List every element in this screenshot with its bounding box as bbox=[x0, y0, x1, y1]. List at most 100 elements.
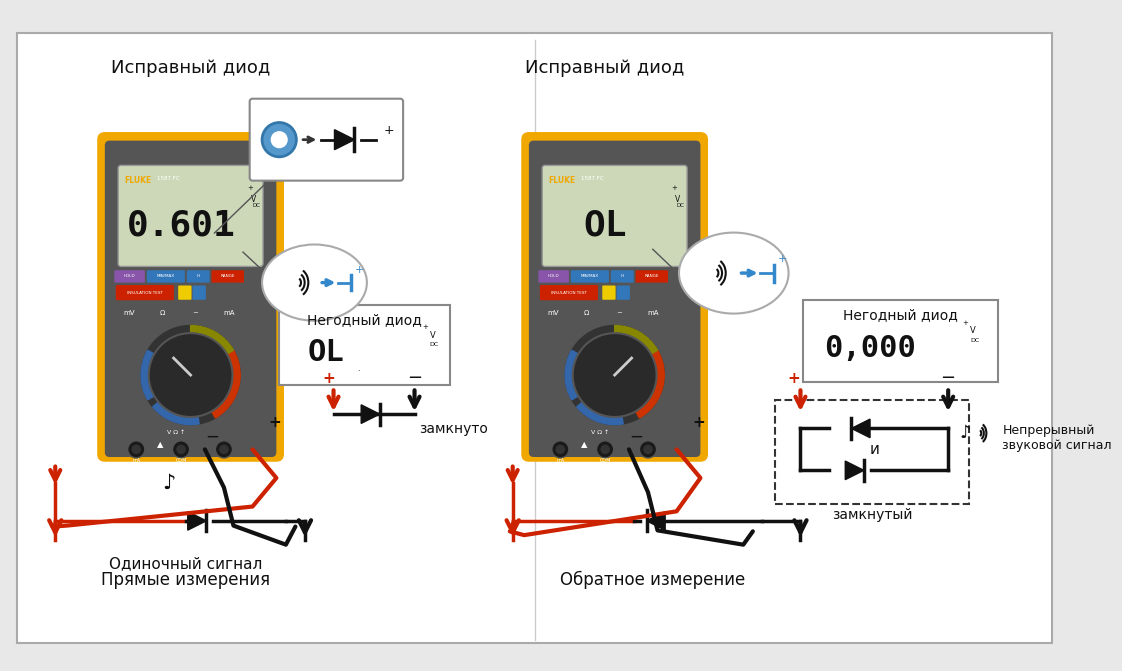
FancyBboxPatch shape bbox=[114, 270, 145, 282]
FancyBboxPatch shape bbox=[610, 270, 634, 282]
Circle shape bbox=[600, 445, 610, 454]
Text: DC: DC bbox=[252, 203, 260, 207]
Text: −: − bbox=[940, 368, 956, 386]
Polygon shape bbox=[845, 461, 864, 480]
Circle shape bbox=[141, 325, 240, 425]
Text: Ω: Ω bbox=[583, 310, 589, 316]
FancyBboxPatch shape bbox=[542, 165, 687, 266]
Circle shape bbox=[219, 445, 229, 454]
Text: ▲: ▲ bbox=[581, 440, 588, 449]
Polygon shape bbox=[361, 405, 379, 423]
Text: замкнуто: замкнуто bbox=[420, 422, 488, 436]
Text: ▲: ▲ bbox=[183, 440, 190, 449]
Text: V: V bbox=[250, 195, 256, 204]
Polygon shape bbox=[646, 511, 665, 530]
FancyBboxPatch shape bbox=[528, 141, 700, 457]
Text: mV: mV bbox=[123, 310, 135, 316]
Text: V: V bbox=[674, 195, 680, 204]
Text: mA: mA bbox=[223, 310, 234, 316]
Polygon shape bbox=[187, 511, 206, 530]
Text: 1587 FC: 1587 FC bbox=[581, 176, 604, 181]
Text: mA: mA bbox=[647, 310, 659, 316]
FancyBboxPatch shape bbox=[147, 270, 185, 282]
Polygon shape bbox=[334, 130, 355, 150]
Wedge shape bbox=[635, 375, 664, 418]
Text: ~: ~ bbox=[192, 310, 199, 316]
Text: Негодный диод: Негодный диод bbox=[843, 308, 958, 322]
Wedge shape bbox=[615, 325, 657, 355]
Text: +: + bbox=[692, 415, 706, 431]
Text: COM: COM bbox=[175, 458, 186, 463]
Text: RANGE: RANGE bbox=[644, 274, 659, 278]
FancyBboxPatch shape bbox=[104, 141, 276, 457]
Text: ♪: ♪ bbox=[162, 473, 175, 493]
Text: OL: OL bbox=[307, 338, 344, 366]
Text: V Ω ↑: V Ω ↑ bbox=[167, 430, 185, 435]
Circle shape bbox=[215, 441, 232, 458]
Text: mV: mV bbox=[546, 310, 559, 316]
Circle shape bbox=[173, 441, 190, 458]
Text: DC: DC bbox=[971, 338, 980, 343]
Text: +: + bbox=[322, 370, 334, 386]
Text: INSULATION TEST: INSULATION TEST bbox=[127, 291, 163, 295]
Text: +: + bbox=[422, 324, 427, 330]
Text: Негодный диод: Негодный диод bbox=[307, 313, 422, 327]
FancyBboxPatch shape bbox=[540, 285, 598, 300]
Text: V Ω ↑: V Ω ↑ bbox=[591, 430, 609, 435]
Text: −: − bbox=[629, 427, 643, 446]
Circle shape bbox=[128, 441, 145, 458]
Text: HOLD: HOLD bbox=[548, 274, 560, 278]
Text: ▲: ▲ bbox=[157, 440, 164, 449]
Text: Ω: Ω bbox=[159, 310, 165, 316]
Wedge shape bbox=[211, 375, 240, 418]
FancyBboxPatch shape bbox=[522, 132, 708, 462]
Circle shape bbox=[131, 445, 141, 454]
Wedge shape bbox=[565, 350, 580, 400]
Text: mA: mA bbox=[132, 458, 140, 463]
Text: OL: OL bbox=[583, 209, 627, 242]
Text: 0.601: 0.601 bbox=[127, 209, 236, 242]
Text: +: + bbox=[384, 124, 395, 137]
Circle shape bbox=[572, 333, 656, 417]
Text: и: и bbox=[870, 442, 880, 457]
Circle shape bbox=[176, 445, 186, 454]
Wedge shape bbox=[153, 401, 200, 425]
Text: +: + bbox=[355, 265, 364, 275]
Circle shape bbox=[640, 441, 656, 458]
Circle shape bbox=[156, 341, 224, 409]
FancyBboxPatch shape bbox=[617, 285, 629, 300]
Text: MIN/MAX: MIN/MAX bbox=[581, 274, 599, 278]
Circle shape bbox=[263, 123, 296, 157]
Text: −: − bbox=[205, 427, 219, 446]
Text: MIN/MAX: MIN/MAX bbox=[157, 274, 175, 278]
Text: Обратное измерение: Обратное измерение bbox=[560, 571, 745, 589]
Text: HOLD: HOLD bbox=[123, 274, 136, 278]
Text: .: . bbox=[357, 364, 360, 373]
Text: FLUKE: FLUKE bbox=[123, 176, 151, 185]
Text: HI: HI bbox=[196, 274, 200, 278]
Text: COM: COM bbox=[599, 458, 610, 463]
FancyBboxPatch shape bbox=[250, 99, 403, 180]
FancyBboxPatch shape bbox=[803, 300, 997, 382]
Wedge shape bbox=[141, 350, 156, 400]
FancyBboxPatch shape bbox=[212, 270, 243, 282]
FancyBboxPatch shape bbox=[98, 132, 284, 462]
FancyBboxPatch shape bbox=[193, 285, 205, 300]
Circle shape bbox=[148, 333, 232, 417]
Circle shape bbox=[643, 445, 653, 454]
Circle shape bbox=[565, 325, 664, 425]
Circle shape bbox=[555, 445, 565, 454]
Text: V: V bbox=[430, 331, 435, 340]
Ellipse shape bbox=[263, 244, 367, 321]
Text: V: V bbox=[971, 326, 976, 335]
Text: +: + bbox=[269, 415, 282, 431]
Polygon shape bbox=[852, 419, 870, 437]
FancyBboxPatch shape bbox=[571, 270, 609, 282]
Text: +: + bbox=[963, 319, 968, 325]
Text: 0,000: 0,000 bbox=[825, 334, 917, 363]
Circle shape bbox=[597, 441, 614, 458]
Circle shape bbox=[552, 441, 569, 458]
Text: +: + bbox=[247, 185, 252, 191]
FancyBboxPatch shape bbox=[636, 270, 668, 282]
Text: ~: ~ bbox=[616, 310, 623, 316]
